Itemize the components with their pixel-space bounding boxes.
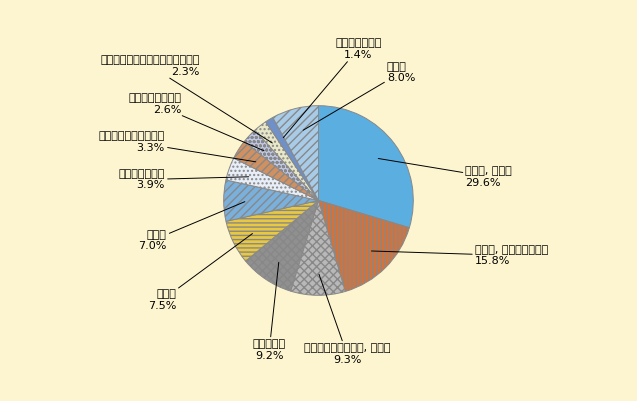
Text: 教育，学習支援業
2.6%: 教育，学習支援業 2.6% bbox=[128, 93, 264, 151]
Wedge shape bbox=[234, 142, 318, 200]
Text: その他
8.0%: その他 8.0% bbox=[303, 62, 415, 130]
Text: 建設業
7.0%: 建設業 7.0% bbox=[138, 202, 245, 251]
Wedge shape bbox=[226, 200, 318, 261]
Text: 製造業
7.5%: 製造業 7.5% bbox=[148, 233, 252, 311]
Wedge shape bbox=[224, 180, 318, 221]
Text: 学術研究，専門・技術サービス業
2.3%: 学術研究，専門・技術サービス業 2.3% bbox=[101, 55, 273, 143]
Wedge shape bbox=[266, 117, 318, 200]
Text: 金融業，保険業
1.4%: 金融業，保険業 1.4% bbox=[283, 38, 382, 138]
Text: 運輸業，郵便業
3.9%: 運輸業，郵便業 3.9% bbox=[118, 169, 248, 190]
Text: 宿泊業, 飲食サービス業
15.8%: 宿泊業, 飲食サービス業 15.8% bbox=[371, 245, 548, 266]
Text: 不動産業，物品賃貸業
3.3%: 不動産業，物品賃貸業 3.3% bbox=[99, 131, 256, 162]
Wedge shape bbox=[255, 122, 318, 200]
Wedge shape bbox=[273, 106, 318, 200]
Text: 生活関連サービス業, 娯楽業
9.3%: 生活関連サービス業, 娯楽業 9.3% bbox=[304, 274, 390, 365]
Wedge shape bbox=[244, 130, 318, 200]
Text: 卸売業, 小売業
29.6%: 卸売業, 小売業 29.6% bbox=[378, 158, 512, 188]
Wedge shape bbox=[226, 158, 318, 200]
Wedge shape bbox=[290, 200, 345, 295]
Wedge shape bbox=[246, 200, 318, 291]
Wedge shape bbox=[318, 200, 410, 292]
Wedge shape bbox=[318, 106, 413, 228]
Text: 医療，福祉
9.2%: 医療，福祉 9.2% bbox=[253, 262, 286, 361]
